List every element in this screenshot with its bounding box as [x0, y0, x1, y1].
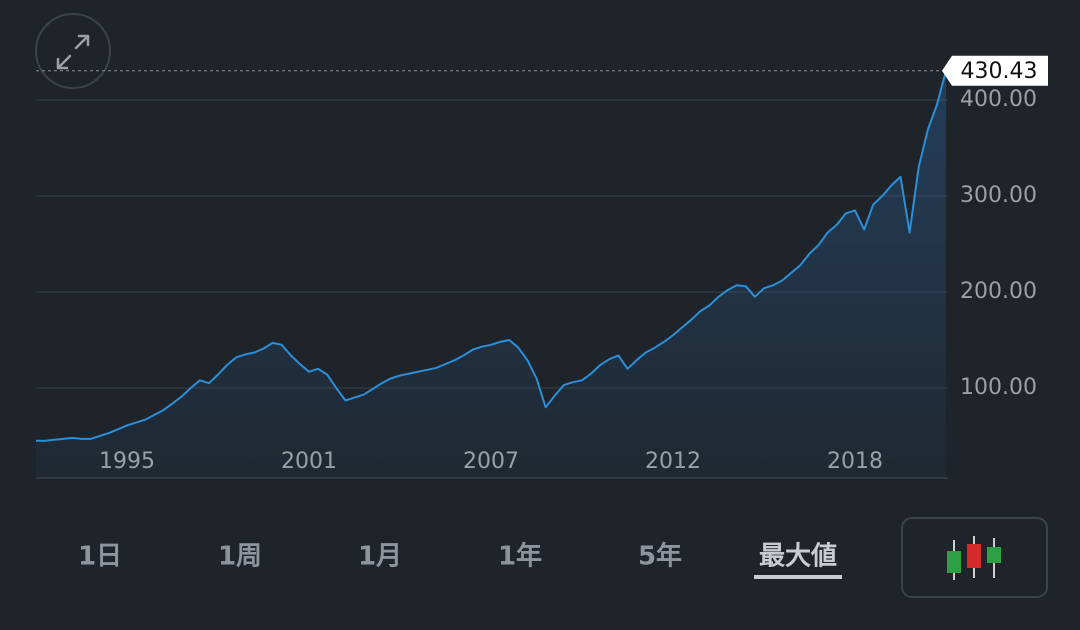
plot-area: 100.00 200.00 300.00 400.00 1995 2001 2007 2012… [36, 55, 1048, 479]
y-tick-label: 300.00 [960, 183, 1037, 208]
range-tab[interactable]: 最大値 [759, 542, 837, 572]
y-tick-label: 100.00 [960, 375, 1037, 400]
expand-button[interactable] [35, 13, 111, 89]
range-tab[interactable]: 5年 [638, 541, 682, 572]
range-tab[interactable]: 1月 [358, 542, 402, 572]
price-area [36, 70, 946, 479]
x-tick-label: 2012 [645, 449, 701, 474]
x-tick-label: 2007 [463, 449, 519, 474]
selected-underline [754, 575, 842, 579]
range-tabs: 1日 1周 1月 1年 5年 最大値 [78, 541, 842, 579]
price-line [36, 70, 947, 442]
y-tick-label: 200.00 [960, 279, 1037, 304]
candle-toggle[interactable] [901, 517, 1048, 598]
range-tab[interactable]: 1年 [498, 541, 542, 572]
range-tab[interactable]: 1日 [78, 542, 122, 572]
x-tick-label: 2001 [281, 449, 337, 474]
x-tick-label: 2018 [827, 449, 883, 474]
last-price-label: 430.43 [961, 59, 1038, 84]
range-tab[interactable]: 1周 [218, 542, 262, 572]
last-price-badge [942, 55, 1048, 86]
y-tick-label: 400.00 [960, 87, 1037, 112]
x-tick-label: 1995 [99, 449, 155, 474]
